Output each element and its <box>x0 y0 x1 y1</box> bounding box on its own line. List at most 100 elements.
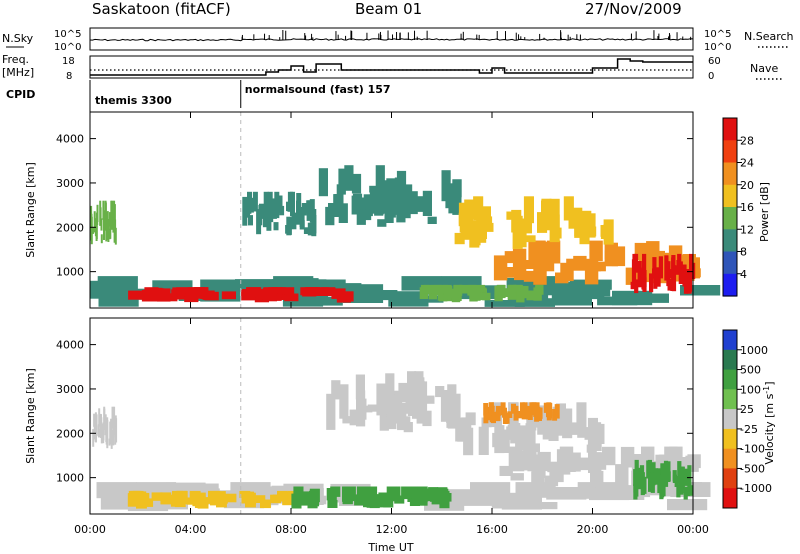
heatmap-cell <box>554 404 560 419</box>
heatmap-cell <box>138 492 150 502</box>
heatmap-cell <box>279 205 285 216</box>
heatmap-cell <box>95 223 98 241</box>
heatmap-cell <box>221 291 236 300</box>
heatmap-cell <box>499 465 513 476</box>
heatmap-cell <box>674 476 679 487</box>
heatmap-cell <box>604 491 645 500</box>
heatmap-cell <box>537 212 548 233</box>
heatmap-cell <box>388 291 429 307</box>
heatmap-cell <box>483 415 489 424</box>
power-ylabel: Slant Range [km] <box>24 162 37 258</box>
heatmap-cell <box>570 280 611 297</box>
heatmap-cell <box>555 272 569 284</box>
heatmap-cell <box>339 384 349 419</box>
heatmap-cell <box>309 490 320 507</box>
heatmap-cell <box>309 199 315 223</box>
heatmap-cell <box>686 487 691 496</box>
heatmap-cell <box>520 431 531 445</box>
heatmap-cell <box>642 253 647 272</box>
heatmap-cell <box>587 417 598 451</box>
heatmap-cell <box>102 200 105 220</box>
colorbar-swatch <box>723 162 737 186</box>
heatmap-cell <box>401 186 411 219</box>
heatmap-cell <box>683 270 689 294</box>
heatmap-cell <box>562 408 573 439</box>
heatmap-cell <box>676 484 681 498</box>
heatmap-cell <box>476 215 487 230</box>
heatmap-cell <box>331 288 346 299</box>
heatmap-cell <box>488 402 494 416</box>
heatmap-cell <box>287 191 293 210</box>
heatmap-cell <box>508 446 523 467</box>
heatmap-cell <box>526 405 531 420</box>
heatmap-cell <box>151 492 163 501</box>
heatmap-cell <box>482 292 491 301</box>
heatmap-cell <box>363 194 373 217</box>
heatmap-cell <box>652 268 657 277</box>
heatmap-cell <box>469 220 480 248</box>
heatmap-cell <box>443 284 452 300</box>
heatmap-cell <box>597 296 638 306</box>
power-colorbar: 4 8 12 16 20 24 28 <box>722 117 754 297</box>
heatmap-cell <box>379 412 389 431</box>
heatmap-cell <box>549 198 560 230</box>
heatmap-cell <box>537 426 548 435</box>
heatmap-cell <box>549 214 560 243</box>
heatmap-cell <box>507 424 518 436</box>
heatmap-cell <box>482 216 493 225</box>
heatmap-cell <box>592 261 606 272</box>
colorbar-tick-label: 25 <box>740 403 754 416</box>
freq-label-2: [MHz] <box>2 66 34 79</box>
colorbar-tick-label: 20 <box>740 179 754 192</box>
noise-right-tick-top: 10^5 <box>704 29 731 40</box>
heatmap-cell <box>363 492 374 508</box>
heatmap-cell <box>396 170 407 192</box>
heatmap-cell <box>263 287 278 294</box>
y-tick-label: 1000 <box>56 472 84 485</box>
heatmap-cell <box>548 411 559 441</box>
heatmap-cell <box>445 183 455 209</box>
heatmap-cell <box>514 272 528 281</box>
heatmap-cell <box>555 403 566 424</box>
heatmap-cell <box>537 407 543 419</box>
heatmap-cell <box>526 290 535 301</box>
heatmap-cell <box>634 282 639 294</box>
heatmap-cell <box>114 426 117 445</box>
heatmap-cell <box>160 492 172 505</box>
heatmap-cell <box>515 438 526 450</box>
x-tick-label: 04:00 <box>175 523 207 536</box>
x-tick-label: 20:00 <box>577 523 609 536</box>
heatmap-cell <box>514 298 555 307</box>
heatmap-cell <box>660 463 665 483</box>
heatmap-cell <box>302 289 317 297</box>
heatmap-cell <box>225 493 237 503</box>
heatmap-cell <box>620 446 635 468</box>
heatmap-cell <box>552 409 558 421</box>
heatmap-cell <box>280 287 295 295</box>
heatmap-cell <box>109 421 112 445</box>
heatmap-cell <box>650 484 655 493</box>
cpid-mode-0: themis 3300 <box>95 94 172 107</box>
x-tick-label: 08:00 <box>275 523 307 536</box>
heatmap-cell <box>104 200 107 224</box>
heatmap-cell <box>671 265 677 292</box>
heatmap-cell <box>271 198 277 219</box>
heatmap-cell <box>483 403 489 416</box>
colorbar-swatch <box>723 468 737 489</box>
heatmap-cell <box>422 488 433 502</box>
heatmap-cell <box>328 203 338 215</box>
heatmap-cell <box>528 240 542 264</box>
date-title: 27/Nov/2009 <box>585 0 682 18</box>
y-tick-label: 3000 <box>56 177 84 190</box>
heatmap-cell <box>538 405 549 427</box>
colorbar-tick-label: -500 <box>740 462 765 475</box>
heatmap-cell <box>521 218 532 234</box>
heatmap-cell <box>415 381 425 414</box>
heatmap-cell <box>93 429 96 440</box>
heatmap-cell <box>318 168 328 197</box>
velocity-panel: 1000 2000 3000 4000 Slant Range [km] 1000 50… <box>24 317 776 515</box>
heatmap-cell <box>523 260 537 269</box>
heatmap-cell <box>114 219 117 243</box>
heatmap-cell <box>534 407 540 422</box>
heatmap-cell <box>637 467 642 490</box>
